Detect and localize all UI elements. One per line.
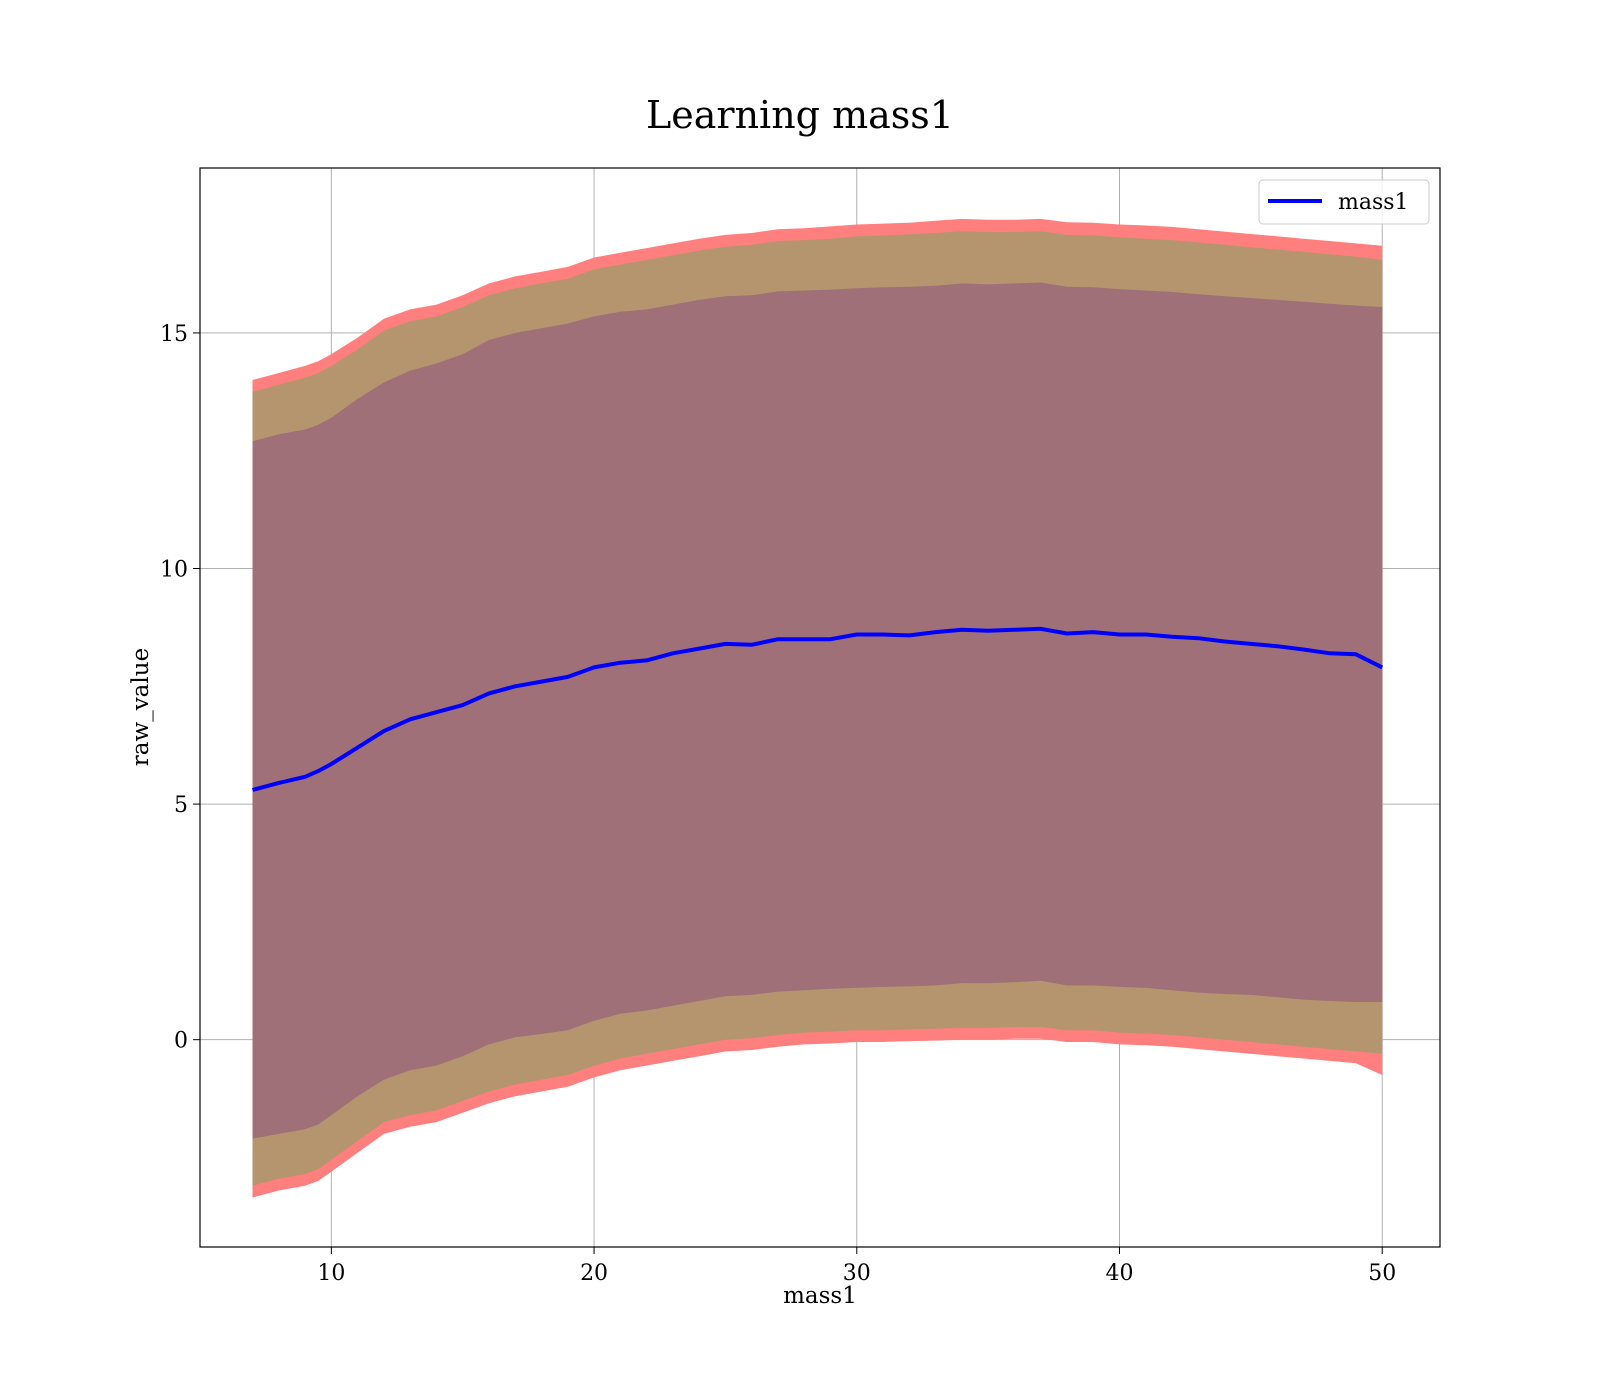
- x-tick-label: 40: [1105, 1261, 1133, 1286]
- x-tick-label: 10: [317, 1261, 345, 1286]
- x-axis-label: mass1: [783, 1283, 857, 1309]
- y-tick-label: 0: [174, 1029, 188, 1054]
- x-tick-label: 20: [580, 1261, 608, 1286]
- legend: mass1: [1259, 180, 1429, 224]
- y-tick-label: 10: [160, 558, 188, 583]
- x-tick-label: 50: [1368, 1261, 1396, 1286]
- y-axis-label: raw_value: [128, 648, 154, 766]
- y-tick-label: 5: [174, 793, 188, 818]
- chart-title: Learning mass1: [646, 93, 954, 137]
- legend-label: mass1: [1338, 190, 1409, 215]
- y-tick-label: 15: [160, 322, 188, 347]
